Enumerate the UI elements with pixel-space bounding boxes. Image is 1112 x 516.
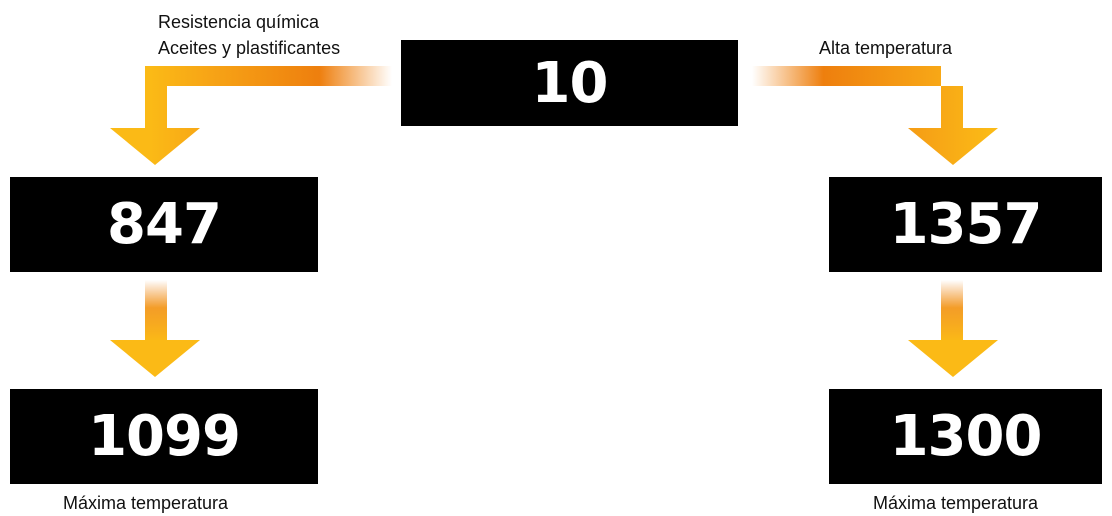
connector-root-to-left (110, 66, 392, 165)
connector-root-to-right (752, 66, 998, 165)
label-left-bottom: Máxima temperatura (63, 493, 229, 513)
label-left-line1: Resistencia química (158, 12, 320, 32)
node-root: 10 (401, 40, 738, 126)
label-left-line2: Aceites y plastificantes (158, 38, 341, 58)
node-left-bottom: 1099 (10, 389, 318, 484)
label-left-branch: Resistencia química Aceites y plastifica… (158, 9, 340, 61)
node-left-mid: 847 (10, 177, 318, 272)
arrow-right-down (908, 280, 998, 377)
label-right-bottom: Máxima temperatura (873, 493, 1039, 513)
label-right-branch: Alta temperatura (819, 38, 953, 58)
node-right-mid: 1357 (829, 177, 1102, 272)
arrow-left-down (110, 280, 200, 377)
node-right-bottom: 1300 (829, 389, 1102, 484)
